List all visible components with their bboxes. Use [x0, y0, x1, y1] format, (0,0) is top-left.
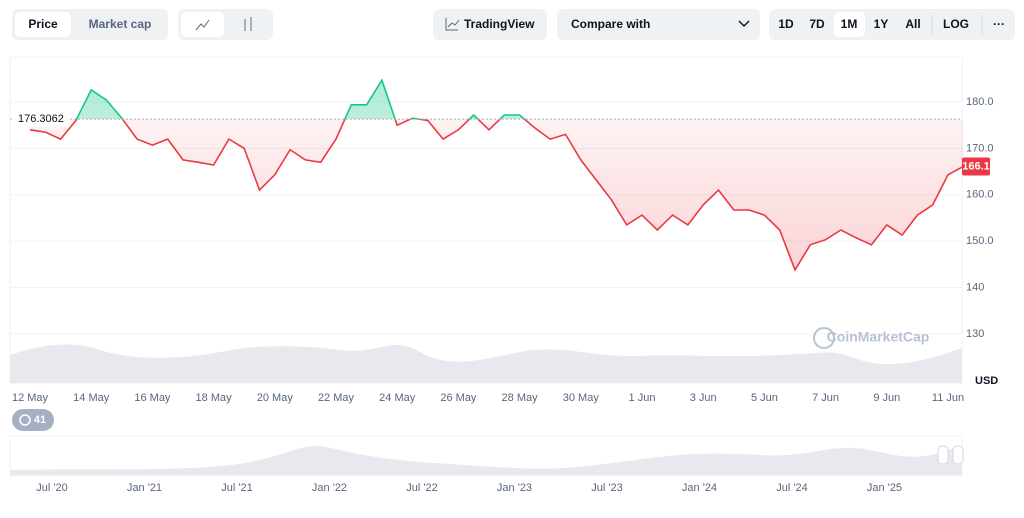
navigator-label: Jan '24: [682, 482, 717, 494]
x-tick-label: 7 Jun: [812, 392, 839, 404]
badge: [12, 409, 54, 431]
tv-icon: [445, 18, 460, 31]
line-icon: [195, 19, 210, 31]
x-tick-label: 18 May: [196, 392, 233, 404]
x-tick-label: 11 Jun: [932, 392, 964, 404]
navigator-label: Jan '22: [312, 482, 347, 494]
reference-label: 176.3062: [18, 113, 64, 125]
more-btn[interactable]: ···: [993, 17, 1005, 31]
range-btn[interactable]: 1M: [841, 17, 858, 31]
range-active: [834, 12, 865, 37]
watermark-logo: [813, 327, 835, 349]
x-tick-label: 26 May: [440, 392, 477, 404]
x-tick-label: 5 Jun: [751, 392, 778, 404]
handle[interactable]: [952, 445, 964, 465]
area-down: [30, 119, 964, 270]
range-btn[interactable]: All: [905, 17, 920, 31]
y-tick-label: 140: [966, 281, 984, 293]
tradingview[interactable]: TradingView: [464, 17, 535, 31]
range-btn[interactable]: 7D: [809, 17, 825, 31]
y-axis-label: USD: [975, 375, 998, 387]
range-btn[interactable]: 1Y: [874, 17, 889, 31]
navigator-label: Jul '21: [221, 482, 252, 494]
navigator-label: Jan '23: [497, 482, 532, 494]
navigator-label: Jul '20: [36, 482, 67, 494]
range-btn[interactable]: LOG: [943, 17, 969, 31]
price-tag-text: 166.1: [962, 160, 990, 172]
x-tick-label: 12 May: [12, 392, 49, 404]
handle[interactable]: [937, 445, 949, 465]
y-tick-label: 180.0: [966, 96, 994, 108]
range-btn[interactable]: 1D: [778, 17, 794, 31]
badge-text: 41: [34, 414, 46, 426]
x-tick-label: 3 Jun: [690, 392, 717, 404]
x-tick-label: 1 Jun: [629, 392, 656, 404]
y-tick-label: 160.0: [966, 189, 994, 201]
tradingview-btn[interactable]: [433, 9, 547, 40]
tab-market-cap[interactable]: Market cap: [89, 17, 152, 31]
compare-select[interactable]: [557, 9, 760, 40]
volume-area: [10, 344, 962, 383]
x-tick-label: 9 Jun: [873, 392, 900, 404]
line-btn[interactable]: [181, 12, 224, 37]
y-tick-label: 170.0: [966, 142, 994, 154]
watermark: CoinMarketCap: [827, 329, 930, 345]
x-tick-label: 30 May: [563, 392, 600, 404]
x-tick-label: 28 May: [502, 392, 539, 404]
navigator-label: Jul '23: [591, 482, 622, 494]
candle-icon[interactable]: [244, 17, 252, 31]
range-group: [769, 9, 1015, 40]
tab-price[interactable]: Price: [28, 17, 58, 31]
price-line: [29, 119, 964, 272]
y-tick-label: 130: [966, 328, 984, 340]
x-tick-label: 16 May: [134, 392, 171, 404]
x-tick-label: 14 May: [73, 392, 110, 404]
x-tick-label: 22 May: [318, 392, 355, 404]
navigator-label: Jan '21: [127, 482, 162, 494]
navigator-label: Jul '24: [776, 482, 807, 494]
chevron: [738, 20, 750, 28]
badge-icon: [19, 414, 31, 426]
navigator-area: [10, 446, 962, 475]
price-tag: [962, 157, 990, 176]
navigator-label: Jul '22: [406, 482, 437, 494]
y-tick-label: 150.0: [966, 235, 994, 247]
reference-label-bg: [14, 111, 70, 128]
x-tick-label: 20 May: [257, 392, 294, 404]
compare-label[interactable]: Compare with: [571, 17, 650, 31]
x-tick-label: 24 May: [379, 392, 416, 404]
navigator-label: Jan '25: [867, 482, 902, 494]
tab-active: [15, 12, 71, 37]
